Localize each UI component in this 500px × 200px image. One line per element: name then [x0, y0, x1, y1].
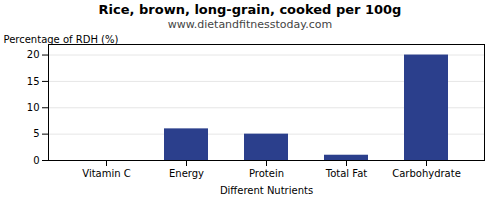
svg-text:Percentage of RDH (%): Percentage of RDH (%): [4, 34, 119, 45]
svg-text:5: 5: [33, 128, 39, 139]
svg-text:Carbohydrate: Carbohydrate: [392, 168, 461, 179]
svg-text:10: 10: [27, 102, 40, 113]
svg-text:Vitamin C: Vitamin C: [82, 168, 130, 179]
svg-text:Energy: Energy: [169, 168, 204, 179]
html-text:www.dietandfitnesstoday.com: www.dietandfitnesstoday.com: [167, 18, 333, 31]
svg-text:20: 20: [27, 49, 40, 60]
svg-text:0: 0: [33, 155, 39, 166]
html-text:Rice, brown, long-grain, cooke: Rice, brown, long-grain, cooked per 100g: [98, 2, 402, 17]
svg-text:15: 15: [27, 76, 40, 87]
svg-text:Protein: Protein: [249, 168, 284, 179]
svg-text:Total Fat: Total Fat: [325, 168, 367, 179]
svg-text:Different Nutrients: Different Nutrients: [220, 185, 313, 196]
